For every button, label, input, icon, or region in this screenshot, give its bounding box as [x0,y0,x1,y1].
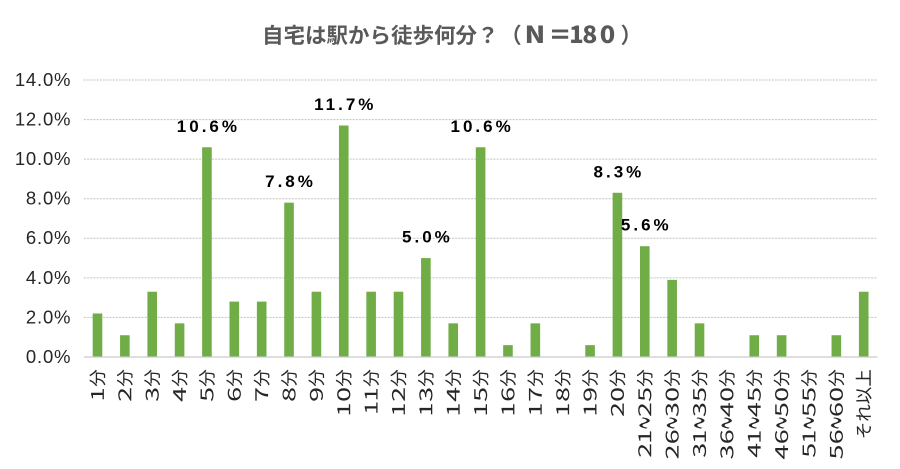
svg-text:12.0%: 12.0% [15,109,71,130]
svg-text:8.0%: 8.0% [26,188,71,209]
svg-text:5.0%: 5.0% [402,228,453,247]
svg-text:0.0%: 0.0% [26,346,71,367]
svg-text:8.3%: 8.3% [594,162,645,181]
svg-text:10.6%: 10.6% [450,117,513,136]
svg-text:5.6%: 5.6% [621,216,672,235]
svg-text:14.0%: 14.0% [15,69,71,90]
svg-text:10.6%: 10.6% [177,117,240,136]
svg-text:2.0%: 2.0% [26,306,71,327]
svg-text:4.0%: 4.0% [26,267,71,288]
svg-text:6.0%: 6.0% [26,227,71,248]
svg-text:11.7%: 11.7% [314,95,376,114]
svg-text:7.8%: 7.8% [265,172,316,191]
svg-text:10.0%: 10.0% [15,148,71,169]
